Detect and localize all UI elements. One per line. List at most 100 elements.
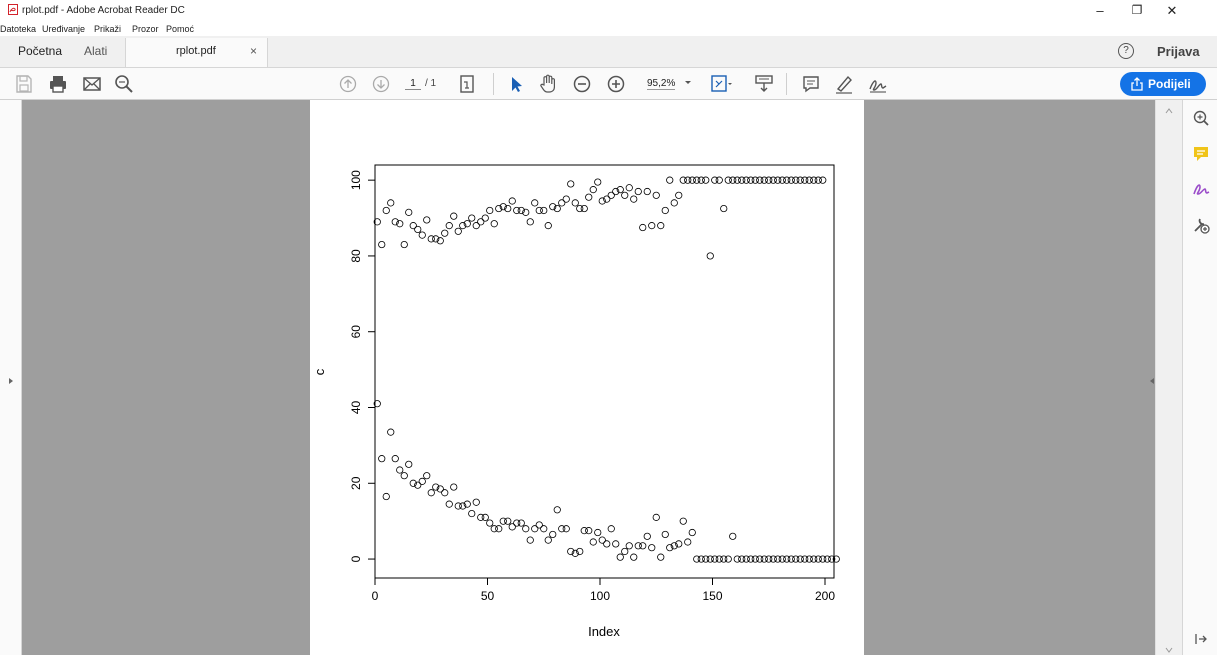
data-point-lower: [819, 555, 827, 563]
data-point-lower: [738, 555, 746, 563]
data-point-lower: [567, 547, 575, 556]
data-point-lower: [522, 525, 530, 533]
tab-close-button[interactable]: ×: [250, 44, 258, 58]
menu-file[interactable]: Datoteka: [0, 24, 37, 34]
hand-icon[interactable]: [536, 72, 560, 96]
data-point-lower: [382, 492, 390, 501]
share-button[interactable]: Podijeli: [1120, 72, 1206, 96]
data-point-upper: [774, 176, 782, 184]
data-point-upper: [400, 240, 408, 249]
tab-home[interactable]: Početna: [18, 44, 63, 58]
data-point-upper: [391, 218, 399, 226]
data-point-lower: [720, 555, 728, 563]
data-point-lower: [715, 555, 723, 563]
menu-edit[interactable]: Uređivanje: [42, 24, 86, 34]
x-tick-label: 100: [590, 589, 610, 603]
data-point-upper: [499, 203, 507, 211]
email-icon[interactable]: [80, 72, 104, 96]
zoom-in-icon[interactable]: [604, 72, 628, 96]
data-point-upper: [414, 225, 422, 234]
page-down-icon[interactable]: [369, 72, 393, 96]
zoom-level-input[interactable]: 95,2%: [647, 78, 676, 90]
data-point-lower: [571, 549, 579, 557]
data-point-upper: [423, 216, 431, 224]
page-up-icon[interactable]: [336, 72, 360, 96]
data-point-upper: [657, 222, 665, 230]
data-point-upper: [751, 176, 759, 184]
help-icon[interactable]: ?: [1118, 43, 1134, 59]
data-point-upper: [630, 195, 638, 203]
data-point-upper: [814, 176, 822, 184]
comment-panel-icon[interactable]: [1192, 145, 1210, 163]
scroll-up-icon[interactable]: [1165, 104, 1173, 114]
comment-icon[interactable]: [799, 72, 823, 96]
zoom-panel-icon[interactable]: [1192, 109, 1210, 127]
search-zoom-icon[interactable]: [112, 72, 136, 96]
data-point-upper: [472, 222, 480, 230]
data-point-lower: [373, 400, 381, 408]
page-fit-icon[interactable]: [455, 72, 479, 96]
expand-left-icon[interactable]: [7, 374, 15, 384]
data-point-lower: [427, 489, 435, 497]
data-point-lower: [477, 513, 485, 521]
tab-document[interactable]: rplot.pdf ×: [125, 38, 268, 67]
data-point-lower: [783, 555, 791, 563]
sign-icon[interactable]: [866, 72, 890, 96]
save-icon[interactable]: [12, 72, 36, 96]
close-window-button[interactable]: ✕: [1166, 3, 1178, 18]
data-point-upper: [711, 176, 719, 184]
data-point-lower: [409, 479, 417, 487]
menu-help[interactable]: Pomoć: [166, 24, 195, 34]
page-number-input[interactable]: 1: [405, 78, 421, 90]
scroll-mode-icon[interactable]: [752, 72, 776, 96]
fit-page-icon[interactable]: [708, 72, 732, 96]
data-point-lower: [513, 519, 521, 527]
data-point-upper: [513, 206, 521, 215]
tab-bar: Početna Alati rplot.pdf × ? Prijava: [0, 36, 1217, 68]
data-point-lower: [445, 500, 453, 508]
x-tick-label: 50: [481, 589, 495, 603]
data-point-upper: [531, 199, 539, 207]
tab-tools[interactable]: Alati: [84, 44, 108, 58]
zoom-dropdown-icon[interactable]: [683, 76, 693, 86]
data-point-upper: [666, 176, 674, 184]
data-point-lower: [414, 481, 422, 489]
fill-sign-panel-icon[interactable]: [1192, 180, 1210, 198]
select-arrow-icon[interactable]: [503, 72, 527, 96]
data-point-lower: [526, 536, 534, 544]
data-point-lower: [391, 455, 399, 463]
document-canvas[interactable]: 0 50 100 150 200 0 20 40 60 80 100 Index c: [22, 100, 1155, 655]
data-point-upper: [382, 206, 390, 215]
sign-in-link[interactable]: Prijava: [1157, 44, 1200, 59]
restore-button[interactable]: ❐: [1131, 3, 1143, 17]
minimize-button[interactable]: –: [1096, 3, 1104, 18]
data-point-lower: [823, 555, 831, 563]
more-tools-icon[interactable]: [1192, 216, 1210, 234]
data-point-lower: [603, 540, 611, 548]
menu-window[interactable]: Prozor: [132, 24, 159, 34]
data-point-upper: [693, 176, 701, 184]
data-point-upper: [742, 176, 750, 184]
scroll-down-icon[interactable]: [1165, 643, 1173, 653]
data-point-upper: [778, 176, 786, 184]
data-point-lower: [832, 555, 840, 563]
data-point-upper: [760, 176, 768, 184]
toolbar: 1 / 1 95,2% Podijeli: [0, 68, 1217, 100]
page-total: / 1: [425, 78, 437, 89]
data-point-upper: [450, 212, 458, 220]
data-point-lower: [796, 555, 804, 563]
data-point-lower: [441, 489, 449, 497]
data-point-lower: [495, 525, 503, 533]
collapse-right-icon[interactable]: [1148, 374, 1156, 384]
zoom-out-icon[interactable]: [570, 72, 594, 96]
highlight-pen-icon[interactable]: [832, 72, 856, 96]
data-point-upper: [540, 206, 548, 215]
panel-toggle-icon[interactable]: [1194, 632, 1208, 646]
print-icon[interactable]: [46, 72, 70, 96]
data-point-lower: [760, 555, 768, 563]
vertical-scrollbar[interactable]: [1150, 100, 1182, 655]
data-point-upper: [625, 184, 633, 192]
menu-view[interactable]: Prikaži: [94, 24, 122, 34]
data-point-upper: [549, 203, 557, 211]
data-point-upper: [567, 180, 575, 188]
